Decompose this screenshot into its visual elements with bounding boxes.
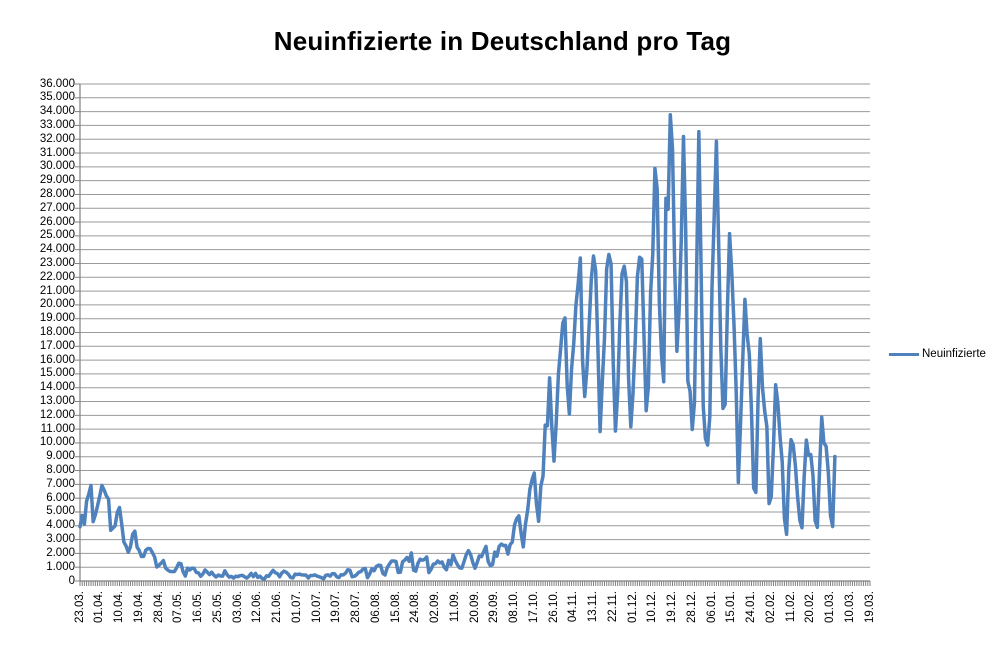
x-axis-tick-label: 28.07.: [350, 591, 362, 623]
x-axis-tick-label: 10.03.: [843, 591, 856, 623]
y-axis-tick-label: 6.000: [46, 491, 75, 504]
y-axis-tick-label: 23.000: [39, 256, 75, 269]
x-axis-tick-label: 06.01.: [705, 591, 718, 623]
y-axis-tick-label: 18.000: [39, 326, 75, 338]
x-axis-tick-label: 20.09.: [468, 591, 481, 623]
x-axis-tick-label: 21.06.: [271, 591, 283, 623]
legend: Neuinfizierte: [889, 347, 986, 361]
x-axis-tick-label: 01.07.: [290, 591, 303, 623]
y-axis-tick-label: 19.000: [39, 312, 75, 325]
y-axis-tick-label: 21.000: [39, 284, 75, 297]
x-axis-tick-label: 03.06.: [231, 591, 244, 623]
x-axis-tick-label: 29.09.: [488, 591, 501, 623]
y-axis-tick-label: 16.000: [39, 353, 75, 366]
x-axis-tick-label: 28.12.: [685, 591, 698, 623]
x-axis-tick-label: 01.12.: [626, 591, 639, 623]
x-axis-tick-label: 19.03.: [863, 591, 876, 623]
y-axis-tick-label: 32.000: [39, 132, 75, 145]
x-axis-tick-label: 28.04.: [152, 591, 165, 623]
x-axis-tick-label: 23.03.: [73, 591, 86, 623]
legend-label: Neuinfizierte: [922, 348, 986, 360]
x-axis-tick-label: 01.03.: [824, 591, 836, 623]
x-axis-tick-label: 16.05.: [192, 591, 204, 623]
y-axis-tick-label: 31.000: [39, 146, 75, 159]
y-axis-tick-label: 26.000: [39, 215, 75, 228]
y-axis-tick-label: 35.000: [39, 91, 75, 104]
y-axis-tick-label: 8.000: [46, 464, 75, 477]
x-axis-tick-label: 20.02.: [804, 591, 817, 623]
y-axis-tick-label: 10.000: [39, 436, 75, 449]
y-axis-tick-label: 28.000: [39, 187, 75, 200]
x-axis-tick-label: 24.01.: [745, 591, 757, 623]
x-axis-tick-label: 10.07.: [310, 591, 323, 623]
y-axis-tick-label: 0: [68, 574, 75, 587]
x-axis-tick-label: 04.11.: [567, 591, 580, 623]
y-axis-tick-label: 27.000: [39, 201, 75, 214]
y-axis-tick-label: 2.000: [46, 546, 75, 559]
legend-line-swatch: [889, 352, 919, 356]
y-axis-tick-label: 14.000: [39, 381, 75, 394]
y-axis-tick-label: 33.000: [39, 118, 75, 131]
x-axis-tick-label: 11.09.: [448, 591, 461, 623]
x-axis-tick-label: 19.07.: [330, 591, 343, 623]
y-axis-tick-label: 3.000: [46, 533, 75, 546]
x-axis-tick-label: 10.04.: [113, 591, 125, 623]
x-axis-tick-label: 15.01.: [725, 591, 738, 623]
y-axis-tick-label: 34.000: [39, 105, 75, 118]
y-axis-tick-label: 36.000: [39, 77, 75, 90]
x-axis-tick-label: 22.11.: [606, 591, 619, 623]
y-axis-tick-label: 30.000: [39, 160, 75, 173]
chart-title: Neuinfizierte in Deutschland pro Tag: [273, 26, 732, 56]
x-axis-tick-label: 02.09.: [429, 591, 441, 623]
y-axis-tick-label: 12.000: [39, 408, 75, 421]
y-axis-tick-label: 17.000: [39, 339, 75, 352]
x-axis-tick-label: 12.06.: [251, 591, 264, 623]
x-axis-tick-label: 10.12.: [646, 591, 659, 623]
y-axis-tick-label: 20.000: [39, 298, 75, 311]
y-axis-tick-label: 24.000: [39, 243, 75, 256]
x-axis-tick-label: 11.02.: [784, 591, 797, 623]
x-axis-tick-label: 26.10.: [547, 591, 560, 623]
y-axis-tick-label: 29.000: [39, 174, 75, 187]
y-axis-tick-label: 25.000: [39, 229, 75, 242]
x-axis-tick-label: 25.05.: [211, 591, 224, 623]
x-axis-tick-label: 19.04.: [132, 591, 145, 623]
y-axis-tick-label: 5.000: [46, 505, 75, 518]
x-axis-tick-label: 13.11.: [587, 591, 599, 623]
y-axis-tick-label: 1.000: [46, 560, 75, 573]
series-line-neuinfizierte: [78, 112, 837, 581]
x-axis-tick-label: 19.12.: [666, 591, 678, 623]
x-axis-tick-label: 08.10.: [508, 591, 520, 623]
x-axis-tick-label: 06.08.: [369, 591, 382, 623]
x-axis-tick-label: 02.02.: [764, 591, 777, 623]
y-axis-tick-label: 4.000: [46, 519, 75, 532]
y-axis-tick-label: 9.000: [46, 450, 75, 463]
y-axis-tick-label: 22.000: [39, 270, 75, 283]
y-axis-tick-label: 11.000: [40, 422, 75, 435]
y-axis-tick-label: 7.000: [46, 477, 75, 490]
x-axis-tick-label: 15.08.: [389, 591, 402, 623]
y-axis-tick-label: 15.000: [39, 367, 75, 380]
x-axis-tick-label: 07.05.: [172, 591, 185, 623]
x-axis-tick-label: 17.10.: [527, 591, 540, 623]
x-axis-tick-label: 24.08.: [409, 591, 422, 623]
x-axis-tick-label: 01.04.: [93, 591, 106, 623]
y-axis-tick-label: 13.000: [39, 395, 75, 408]
